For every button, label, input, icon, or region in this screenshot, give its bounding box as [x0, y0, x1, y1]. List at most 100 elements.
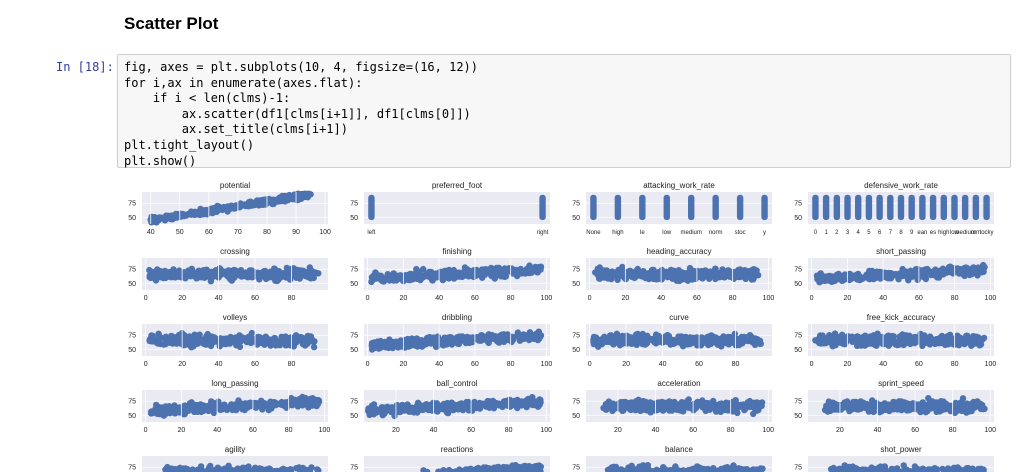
- scatter-point: [690, 401, 697, 408]
- x-tick-label: 20: [622, 361, 630, 368]
- scatter-point: [404, 403, 411, 410]
- category-marker-column: [897, 194, 905, 221]
- scatter-point: [495, 463, 502, 471]
- x-tick-label: 100: [319, 427, 331, 434]
- scatter-point: [401, 272, 408, 279]
- category-marker-column: [688, 194, 695, 221]
- scatter-point: [899, 402, 906, 409]
- scatter-point: [963, 332, 970, 339]
- category-marker-column: [822, 194, 830, 221]
- x-tick-label: high: [612, 230, 623, 236]
- scatter-point: [661, 335, 669, 342]
- scatter-point: [653, 276, 660, 283]
- scatter-point: [720, 402, 727, 409]
- x-tick-label: high: [938, 230, 949, 236]
- x-tick-label: 40: [215, 295, 223, 302]
- scatter-point: [379, 275, 386, 283]
- scatter-point: [306, 264, 313, 271]
- scatter-point: [483, 270, 490, 277]
- scatter-point: [980, 268, 987, 275]
- x-tick-label: 80: [951, 295, 959, 302]
- scatter-point: [933, 399, 940, 406]
- y-tick-label: 50: [572, 347, 580, 354]
- x-tick-label: 100: [540, 427, 552, 434]
- scatter-point: [590, 340, 598, 348]
- y-tick-label: 75: [128, 267, 136, 274]
- scatter-point: [468, 407, 476, 414]
- x-tick-label: 80: [263, 229, 271, 236]
- scatter-point: [231, 205, 238, 212]
- scatter-point: [296, 275, 303, 282]
- y-tick-label: 50: [128, 215, 136, 222]
- scatter-point: [714, 402, 721, 409]
- scatter-point: [196, 408, 203, 415]
- scatter-point: [276, 342, 284, 349]
- scatter-point: [282, 399, 289, 406]
- scatter-point: [384, 271, 391, 278]
- scatter-point: [273, 337, 280, 344]
- category-marker-column: [887, 194, 894, 221]
- x-tick-label: 0: [814, 230, 818, 236]
- scatter-point: [268, 405, 275, 412]
- x-tick-label: 100: [985, 361, 997, 368]
- code-line: ax.set_title(clms[i+1]): [124, 122, 348, 137]
- x-tick-label: None: [586, 230, 601, 236]
- scatter-point: [513, 332, 520, 340]
- y-tick-label: 50: [350, 347, 358, 354]
- category-marker-column: [614, 194, 622, 221]
- scatter-point: [178, 274, 185, 281]
- y-tick-label: 50: [572, 281, 580, 288]
- scatter-point: [157, 334, 164, 341]
- scatter-point: [734, 404, 742, 411]
- x-tick-label: right: [537, 230, 549, 236]
- scatter-point: [684, 277, 692, 284]
- scatter-point: [504, 265, 511, 273]
- scatter-point: [955, 405, 962, 412]
- scatter-point: [261, 269, 269, 276]
- scatter-point: [415, 401, 422, 408]
- scatter-point: [875, 271, 883, 278]
- scatter-point: [384, 338, 392, 346]
- x-tick-label: 60: [249, 427, 257, 434]
- scatter-point: [616, 342, 624, 349]
- code-cell[interactable]: fig, axes = plt.subplots(10, 4, figsize=…: [117, 54, 1011, 168]
- scatter-point: [837, 275, 845, 282]
- scatter-points: [590, 194, 768, 221]
- category-marker-column: [983, 194, 990, 221]
- scatter-point: [303, 269, 311, 276]
- scatter-points: [365, 394, 544, 420]
- scatter-point: [927, 403, 934, 410]
- subplot-title: reactions: [441, 445, 473, 454]
- scatter-point: [935, 274, 943, 281]
- scatter-point: [920, 334, 927, 341]
- scatter-point: [940, 267, 947, 274]
- scatter-point: [154, 340, 162, 347]
- y-tick-label: 75: [572, 201, 580, 208]
- scatter-point: [258, 198, 265, 205]
- scatter-point: [604, 338, 611, 345]
- x-tick-label: low: [950, 230, 960, 236]
- scatter-point: [207, 278, 215, 285]
- scatter-point: [368, 340, 376, 347]
- code-line: fig, axes = plt.subplots(10, 4, figsize=…: [124, 60, 479, 74]
- subplot-title: ball_control: [437, 379, 478, 388]
- x-tick-label: 100: [541, 361, 553, 368]
- category-marker-column: [940, 194, 947, 221]
- scatter-point: [675, 267, 682, 274]
- scatter-point: [407, 270, 414, 278]
- scatter-point: [900, 272, 907, 279]
- x-tick-label: 60: [205, 229, 213, 236]
- y-tick-label: 75: [572, 465, 580, 472]
- scatter-point: [274, 273, 281, 280]
- scatter-point: [949, 267, 957, 275]
- scatter-points: [368, 328, 545, 353]
- scatter-point: [664, 273, 671, 281]
- scatter-point: [216, 271, 223, 278]
- scatter-point: [919, 402, 927, 410]
- scatter-point: [288, 394, 295, 402]
- y-tick-label: 50: [572, 215, 580, 222]
- x-tick-label: 4: [857, 230, 861, 236]
- category-marker-column: [972, 194, 980, 221]
